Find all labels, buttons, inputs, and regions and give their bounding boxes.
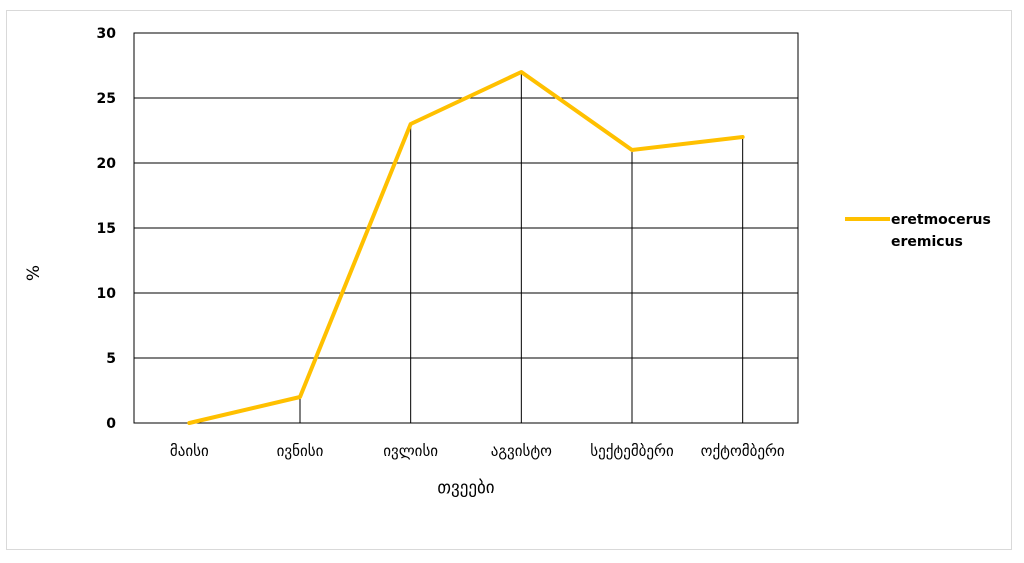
y-tick-label: 25 (97, 91, 116, 107)
chart-frame (6, 10, 1012, 550)
series-layer (187, 70, 745, 425)
y-axis-tick-labels: 0 5 10 15 20 25 30 (97, 26, 117, 432)
legend-label-line-2: eremicus (891, 234, 963, 250)
y-axis-title: % (24, 265, 44, 281)
x-category-label: ივლისი (383, 442, 438, 460)
legend: eretmocerus eremicus (845, 212, 991, 250)
y-tick-label: 5 (106, 351, 116, 367)
x-category-label: ივნისი (277, 442, 324, 460)
x-category-label: ოქტომბერი (701, 442, 785, 460)
y-tick-label: 20 (97, 156, 117, 172)
legend-label-line-1: eretmocerus (891, 212, 991, 228)
y-tick-label: 15 (97, 221, 116, 237)
x-axis-category-labels: მაისი ივნისი ივლისი აგვისტო სექტემბერი ოქტომბ… (170, 442, 785, 460)
series-line-eretmocerus-eremicus (187, 70, 745, 425)
x-category-label: აგვისტო (491, 442, 552, 460)
gridlines (134, 32, 798, 424)
y-tick-label: 30 (97, 26, 117, 42)
y-tick-label: 0 (106, 416, 116, 432)
x-category-label: სექტემბერი (590, 442, 674, 460)
plot-area-border (133, 32, 799, 424)
x-axis-title: თვეები (437, 478, 494, 498)
y-tick-label: 10 (97, 286, 117, 302)
drop-lines (299, 72, 744, 423)
x-category-label: მაისი (170, 442, 209, 460)
